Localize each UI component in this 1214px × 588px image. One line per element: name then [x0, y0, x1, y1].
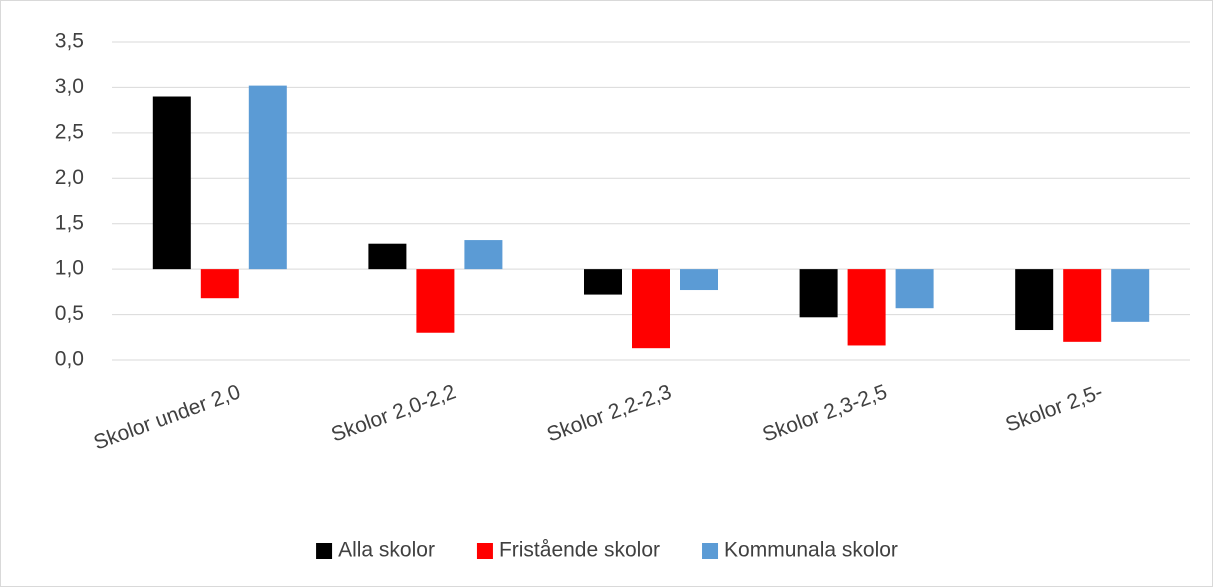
- y-tick-label: 0,0: [55, 348, 84, 371]
- bar: [368, 243, 407, 270]
- bar: [416, 269, 455, 333]
- legend-item: Fristående skolor: [476, 539, 660, 562]
- bar: [248, 85, 287, 270]
- bar: [1111, 269, 1150, 322]
- bar: [152, 96, 191, 270]
- bar: [847, 269, 886, 346]
- y-tick-label: 3,0: [55, 75, 84, 98]
- legend-label: Fristående skolor: [499, 539, 660, 562]
- legend-item: Alla skolor: [316, 539, 435, 562]
- legend-label: Kommunala skolor: [724, 539, 898, 562]
- y-tick-label: 1,0: [55, 257, 84, 280]
- y-tick-label: 0,5: [55, 302, 84, 325]
- bar: [200, 269, 239, 299]
- legend-label: Alla skolor: [338, 539, 435, 562]
- bar: [584, 269, 622, 295]
- bar: [680, 269, 718, 291]
- bar: [632, 269, 670, 349]
- y-tick-label: 1,5: [55, 211, 84, 234]
- legend-item: Kommunala skolor: [702, 539, 898, 562]
- bar: [1015, 269, 1054, 331]
- bar: [799, 269, 838, 318]
- bar: [1063, 269, 1102, 342]
- legend-swatch: [476, 543, 493, 559]
- y-tick-label: 2,5: [55, 120, 84, 143]
- legend-swatch: [316, 543, 333, 559]
- bar: [464, 240, 503, 270]
- bar: [895, 269, 934, 309]
- y-tick-label: 2,0: [55, 166, 84, 189]
- y-tick-label: 3,5: [55, 30, 84, 53]
- legend-swatch: [702, 543, 719, 559]
